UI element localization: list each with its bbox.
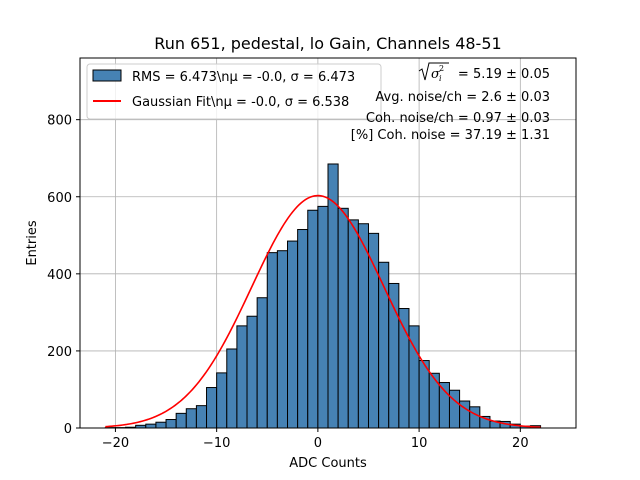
stats-annotations: σ i 2 = 5.19 ± 0.05 Avg. noise/ch = 2.6 … <box>351 62 550 143</box>
legend-histogram-swatch <box>92 69 122 82</box>
histogram-bar <box>266 252 278 429</box>
histogram-bar <box>216 372 228 429</box>
stat-coh-noise-percent: [%] Coh. noise = 37.19 ± 1.31 <box>351 128 550 143</box>
histogram-bar <box>388 282 400 429</box>
x-tick-label: −10 <box>203 436 230 451</box>
chart-title: Run 651, pedestal, lo Gain, Channels 48-… <box>154 34 501 53</box>
y-tick-label: 400 <box>47 268 72 283</box>
histogram-bar <box>337 207 349 429</box>
histogram-bar <box>438 382 450 429</box>
histogram-bar <box>276 250 289 429</box>
histogram-bars <box>104 163 542 429</box>
histogram-bar <box>448 389 461 429</box>
histogram-bar <box>297 229 309 429</box>
gaussian-fit-line <box>105 194 541 428</box>
histogram-bar <box>175 412 187 429</box>
x-axis-ticks: −20 −10 0 10 20 <box>102 428 529 451</box>
histogram-bar <box>145 423 157 429</box>
svg-text:2: 2 <box>439 64 444 73</box>
y-axis-ticks: 0 200 400 600 800 <box>47 114 80 437</box>
histogram-bar <box>428 372 440 429</box>
y-tick-label: 200 <box>47 345 72 360</box>
y-axis-label: Entries <box>25 220 40 266</box>
sqrt-sigma-icon: σ i 2 <box>418 62 449 83</box>
histogram-bar <box>307 209 319 429</box>
legend-box <box>86 63 382 120</box>
histogram-bar <box>367 232 380 429</box>
histogram-bar <box>347 219 359 429</box>
gaussian-fit <box>105 194 541 428</box>
histogram-bar <box>469 406 481 429</box>
histogram-bar <box>185 408 197 429</box>
stat-sqrt-sigma-value: = 5.19 ± 0.05 <box>458 67 550 82</box>
histogram-bar <box>236 325 248 429</box>
x-tick-label: 0 <box>314 436 322 451</box>
y-tick-label: 0 <box>64 422 72 437</box>
stat-coh-noise: Coh. noise/ch = 0.97 ± 0.03 <box>366 111 550 126</box>
svg-text:σ: σ <box>431 67 441 82</box>
legend-histogram-label: RMS = 6.473\nμ = -0.0, σ = 6.473 <box>132 70 355 85</box>
y-tick-label: 800 <box>47 114 72 129</box>
x-tick-label: −20 <box>102 436 129 451</box>
histogram-bar <box>287 240 299 429</box>
histogram-bar <box>357 223 369 429</box>
histogram-bar <box>327 163 339 429</box>
x-tick-label: 20 <box>512 436 529 451</box>
legend: RMS = 6.473\nμ = -0.0, σ = 6.473 Gaussia… <box>86 63 382 120</box>
histogram-bar <box>195 405 208 429</box>
histogram-bar <box>317 205 329 429</box>
x-tick-label: 10 <box>411 436 428 451</box>
legend-fit-label: Gaussian Fit\nμ = -0.0, σ = 6.538 <box>132 95 349 110</box>
histogram-bar <box>155 421 167 429</box>
histogram-bar <box>206 387 218 429</box>
y-tick-label: 600 <box>47 191 72 206</box>
plot-frame <box>79 57 577 429</box>
svg-text:i: i <box>439 74 442 83</box>
histogram-bar <box>246 315 258 429</box>
histogram-bar <box>165 419 177 429</box>
stat-avg-noise: Avg. noise/ch = 2.6 ± 0.03 <box>375 90 550 105</box>
x-axis-label: ADC Counts <box>289 456 367 471</box>
histogram-bar <box>256 297 268 429</box>
histogram-bar <box>226 348 238 429</box>
